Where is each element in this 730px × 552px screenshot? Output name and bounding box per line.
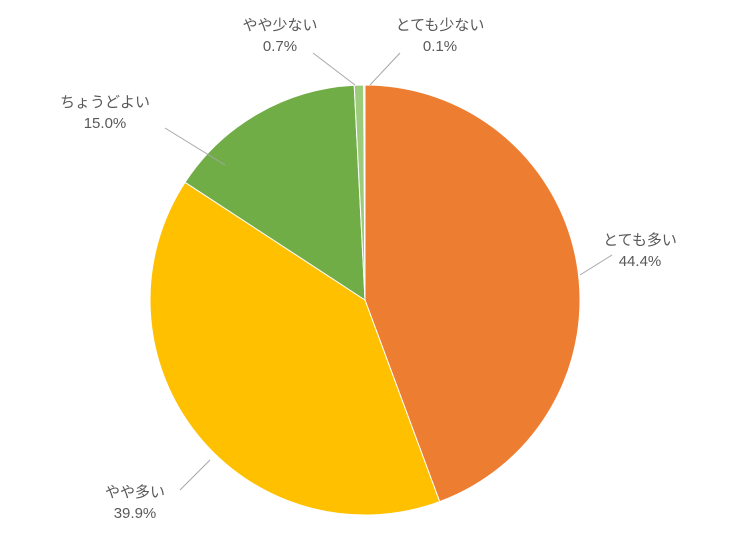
slice-label: やや多い	[105, 484, 165, 501]
slice-value: 0.7%	[263, 38, 297, 55]
slice-label: とても少ない	[396, 17, 485, 34]
pie-chart: とても多い 44.4% やや多い 39.9% ちょうどよい 15.0% やや少ない 0.7% と…	[0, 0, 730, 552]
slice-label: とても多い	[603, 232, 677, 249]
slice-value: 39.9%	[114, 505, 157, 522]
slice-value: 44.4%	[619, 253, 662, 270]
slice-label: ちょうどよい	[60, 94, 150, 111]
slice-value: 15.0%	[84, 115, 127, 132]
slice-label: やや少ない	[242, 17, 317, 34]
slice-value: 0.1%	[423, 38, 457, 55]
pie-slices	[150, 85, 580, 515]
